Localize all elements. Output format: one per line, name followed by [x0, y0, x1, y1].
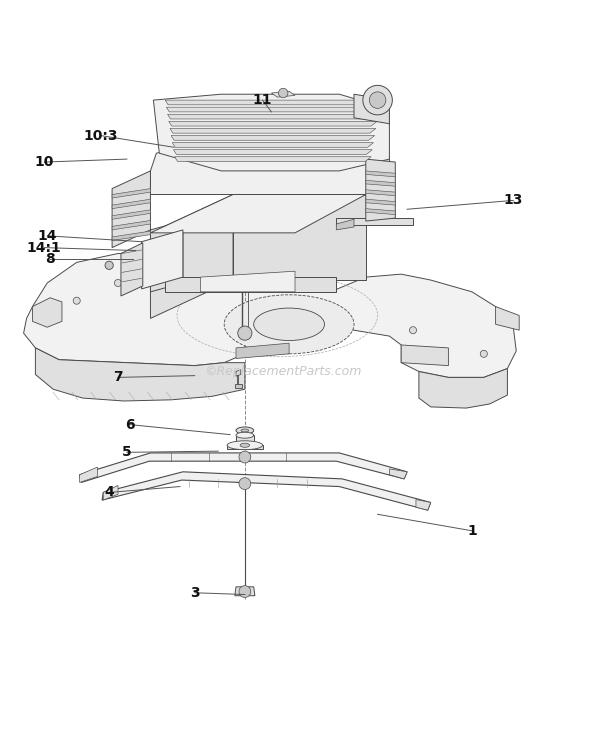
Polygon shape: [80, 453, 407, 482]
Polygon shape: [165, 277, 336, 292]
Text: 1: 1: [467, 524, 477, 538]
Polygon shape: [496, 307, 519, 330]
Polygon shape: [175, 157, 371, 161]
Polygon shape: [150, 195, 366, 233]
Polygon shape: [169, 121, 377, 126]
Ellipse shape: [236, 432, 254, 438]
Polygon shape: [419, 369, 507, 408]
Polygon shape: [236, 343, 289, 359]
Ellipse shape: [227, 441, 263, 450]
Polygon shape: [112, 189, 150, 198]
Polygon shape: [416, 499, 431, 510]
Text: 11: 11: [253, 93, 273, 107]
Text: 3: 3: [190, 585, 199, 600]
Polygon shape: [153, 94, 389, 171]
Polygon shape: [150, 221, 183, 292]
Polygon shape: [166, 107, 379, 112]
Text: 10: 10: [35, 155, 54, 169]
Polygon shape: [366, 189, 395, 195]
Polygon shape: [366, 159, 395, 221]
Polygon shape: [24, 253, 516, 377]
Circle shape: [278, 88, 288, 98]
Circle shape: [369, 92, 386, 108]
Polygon shape: [354, 94, 389, 123]
Text: 8: 8: [45, 253, 55, 267]
Polygon shape: [112, 210, 150, 219]
Ellipse shape: [241, 429, 249, 432]
Ellipse shape: [236, 427, 254, 434]
Text: 10:3: 10:3: [83, 129, 117, 143]
Polygon shape: [112, 221, 150, 230]
Text: 6: 6: [125, 418, 135, 432]
Polygon shape: [336, 218, 413, 225]
Polygon shape: [401, 345, 448, 366]
Circle shape: [239, 451, 251, 463]
Polygon shape: [227, 445, 263, 450]
Polygon shape: [236, 370, 241, 376]
Polygon shape: [366, 171, 395, 177]
Polygon shape: [271, 91, 295, 97]
Polygon shape: [35, 348, 245, 401]
Polygon shape: [142, 230, 183, 289]
Circle shape: [239, 478, 251, 490]
Polygon shape: [172, 143, 373, 147]
Text: 4: 4: [104, 485, 114, 499]
Polygon shape: [80, 467, 97, 482]
Polygon shape: [170, 129, 376, 133]
Circle shape: [363, 85, 392, 115]
Polygon shape: [103, 485, 118, 500]
Polygon shape: [366, 209, 395, 215]
Circle shape: [114, 279, 122, 287]
Circle shape: [480, 350, 487, 357]
Text: 5: 5: [122, 445, 132, 459]
Polygon shape: [112, 199, 150, 209]
Polygon shape: [150, 195, 233, 319]
Polygon shape: [235, 587, 255, 596]
Circle shape: [105, 262, 113, 270]
Text: 7: 7: [113, 371, 123, 384]
Polygon shape: [165, 100, 381, 105]
Polygon shape: [336, 219, 354, 230]
Polygon shape: [150, 138, 389, 195]
Polygon shape: [32, 298, 62, 327]
Text: ©ReplacementParts.com: ©ReplacementParts.com: [205, 365, 362, 378]
Polygon shape: [389, 469, 407, 479]
Ellipse shape: [254, 308, 324, 340]
Polygon shape: [173, 149, 372, 155]
Polygon shape: [235, 384, 242, 388]
Circle shape: [73, 297, 80, 304]
Text: 14:1: 14:1: [27, 241, 61, 255]
Polygon shape: [233, 195, 366, 280]
Polygon shape: [236, 435, 254, 445]
Polygon shape: [112, 231, 150, 241]
Text: 13: 13: [504, 193, 523, 207]
Polygon shape: [201, 271, 295, 292]
Polygon shape: [168, 114, 378, 119]
Polygon shape: [121, 243, 143, 296]
Ellipse shape: [224, 295, 354, 354]
Polygon shape: [171, 135, 375, 140]
Circle shape: [409, 327, 417, 334]
Polygon shape: [366, 199, 395, 205]
Polygon shape: [102, 472, 431, 510]
Polygon shape: [366, 181, 395, 186]
Circle shape: [238, 326, 252, 340]
Ellipse shape: [240, 443, 250, 447]
Text: 14: 14: [37, 229, 57, 243]
Polygon shape: [112, 171, 150, 247]
Circle shape: [239, 585, 251, 597]
